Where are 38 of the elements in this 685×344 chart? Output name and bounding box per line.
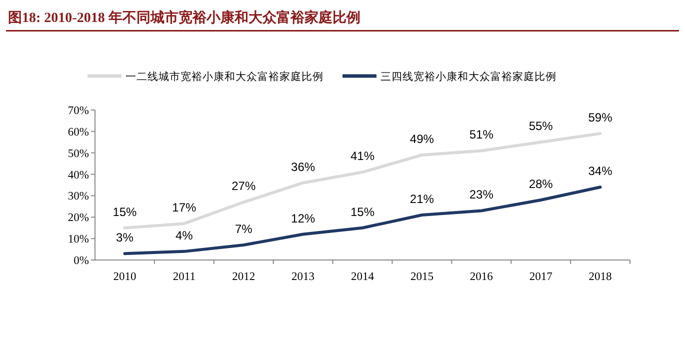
data-label: 15% [112, 204, 138, 219]
data-label: 55% [528, 119, 554, 134]
data-label: 49% [410, 132, 434, 146]
data-label: 59% [588, 110, 613, 125]
x-tick-label: 2016 [470, 271, 494, 283]
data-label: 21% [410, 192, 434, 206]
data-label: 3% [116, 230, 134, 245]
y-tick-label: 20% [68, 212, 90, 224]
data-label: 41% [350, 149, 375, 164]
x-tick-label: 2015 [410, 271, 434, 283]
data-label: 51% [469, 128, 494, 142]
x-tick-label: 2017 [529, 271, 553, 283]
y-tick-label: 50% [68, 148, 90, 160]
x-tick-label: 2013 [292, 271, 315, 283]
legend-label: 三四线宽裕小康和大众富裕家庭比例 [380, 70, 556, 83]
data-label: 36% [291, 160, 316, 174]
x-tick-label: 2018 [588, 271, 612, 283]
data-label: 15% [350, 204, 375, 219]
x-tick-label: 2014 [351, 271, 374, 283]
data-label: 34% [588, 164, 613, 178]
y-tick-label: 60% [68, 126, 90, 138]
y-tick-label: 30% [68, 190, 90, 203]
data-label: 27% [232, 179, 256, 194]
data-label: 12% [291, 211, 316, 226]
data-label: 23% [469, 188, 494, 202]
legend-label: 一二线城市宽裕小康和大众富裕家庭比例 [126, 70, 324, 83]
x-tick-label: 2011 [172, 271, 196, 283]
y-tick-label: 40% [68, 169, 90, 182]
x-tick-label: 2012 [232, 271, 256, 283]
data-label: 28% [528, 177, 554, 191]
x-tick-label: 2010 [113, 271, 136, 283]
chart-title: 图18: 2010-2018 年不同城市宽裕小康和大众富裕家庭比例 [8, 9, 360, 26]
data-label: 4% [175, 228, 194, 242]
y-tick-label: 70% [68, 105, 90, 117]
data-label: 17% [172, 200, 196, 215]
data-label: 7% [234, 222, 253, 236]
y-tick-label: 0% [74, 255, 90, 267]
y-tick-label: 10% [68, 234, 90, 246]
